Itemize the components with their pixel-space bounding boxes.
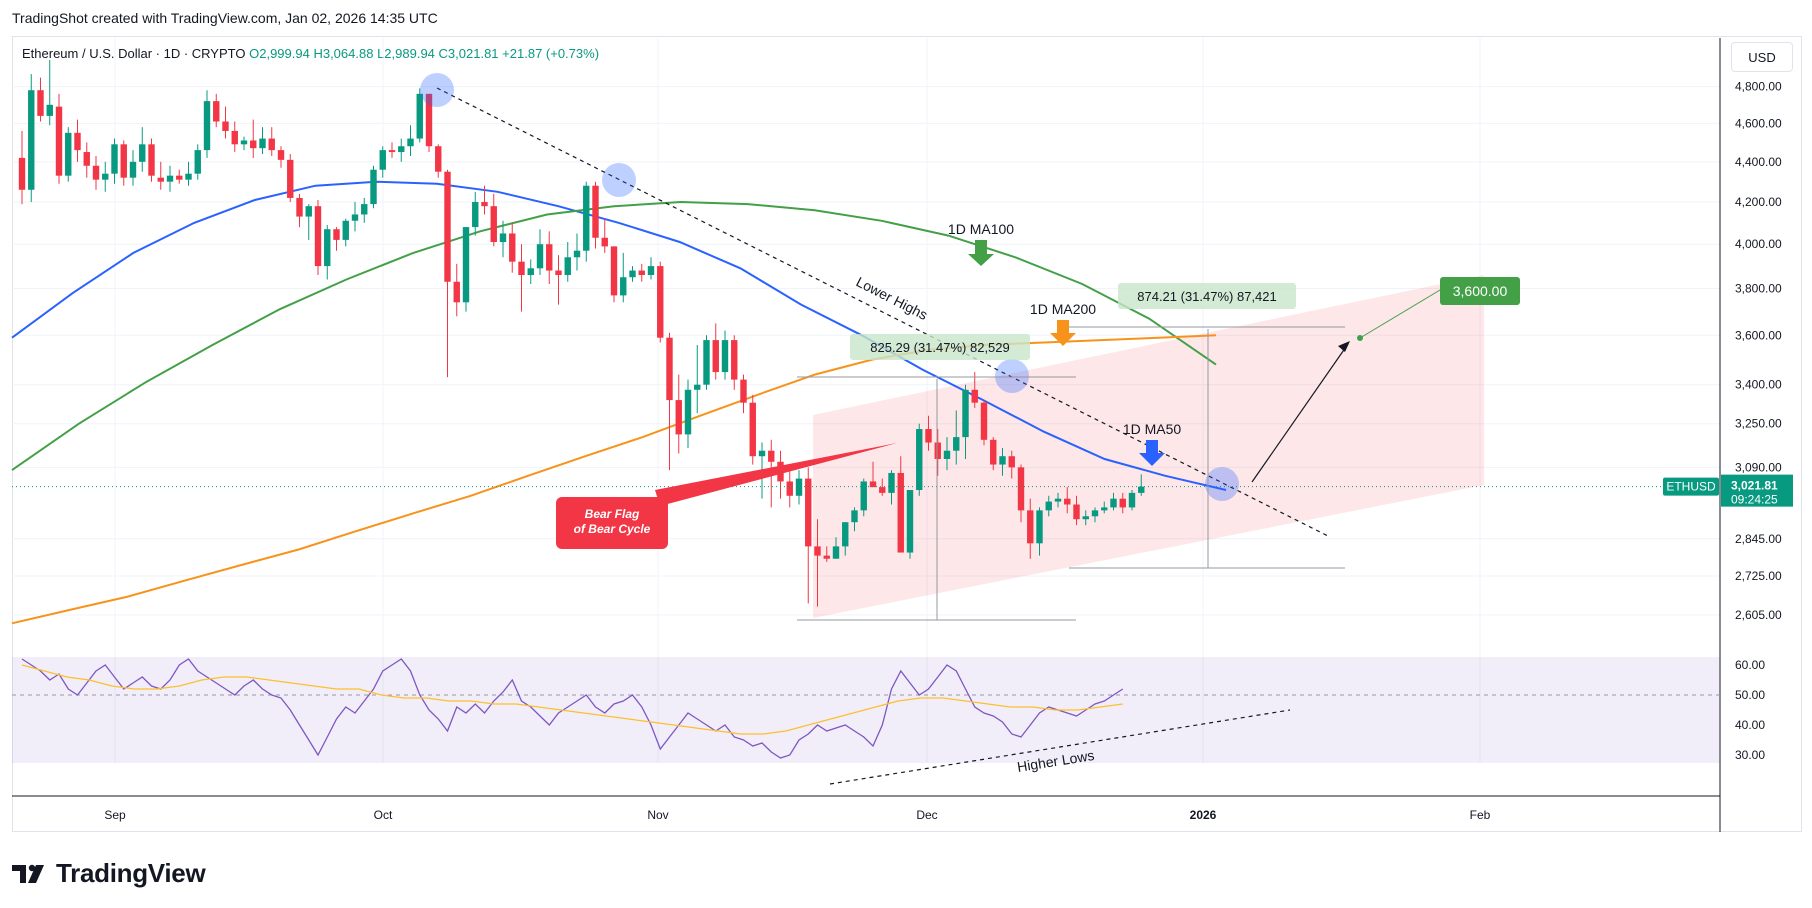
symbol-name[interactable]: Ethereum / U.S. Dollar · 1D · CRYPTO — [22, 46, 246, 61]
ohlc-open: O2,999.94 — [249, 46, 310, 61]
symbol-legend: Ethereum / U.S. Dollar · 1D · CRYPTO O2,… — [22, 46, 599, 61]
chart-header-title: TradingShot created with TradingView.com… — [12, 10, 438, 26]
ohlc-low: L2,989.94 — [377, 46, 435, 61]
chart-frame — [12, 36, 1802, 832]
tradingview-logo[interactable]: TradingView — [12, 858, 206, 889]
ohlc-change: +21.87 (+0.73%) — [502, 46, 600, 61]
currency-button[interactable]: USD — [1731, 42, 1793, 72]
ohlc-close: C3,021.81 — [438, 46, 499, 61]
tradingview-logo-icon — [12, 864, 44, 883]
ohlc-high: H3,064.88 — [313, 46, 374, 61]
tradingview-logo-text: TradingView — [56, 858, 206, 888]
